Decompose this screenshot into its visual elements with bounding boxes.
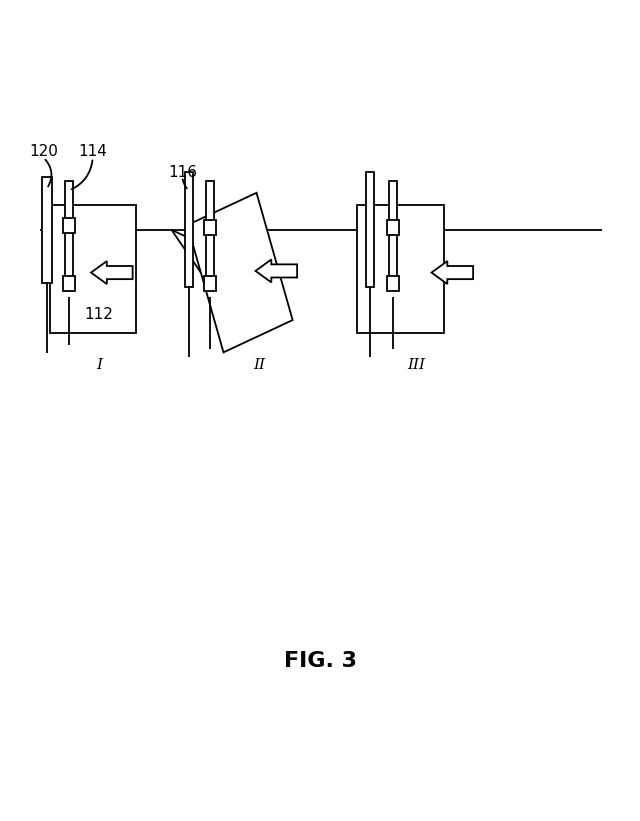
Polygon shape — [188, 193, 292, 352]
Bar — [387, 276, 399, 291]
Bar — [204, 276, 216, 291]
Text: 120: 120 — [29, 144, 58, 159]
Bar — [63, 276, 75, 291]
Text: I: I — [96, 358, 102, 373]
Bar — [366, 172, 374, 287]
Polygon shape — [255, 259, 297, 282]
Bar — [204, 220, 216, 235]
Bar — [185, 172, 193, 287]
Text: 114: 114 — [78, 144, 108, 159]
Polygon shape — [91, 261, 132, 284]
Text: III: III — [407, 358, 425, 373]
Text: II: II — [253, 358, 265, 373]
Bar — [65, 181, 73, 279]
Text: 112: 112 — [84, 307, 114, 322]
Text: FIG. 3: FIG. 3 — [284, 651, 356, 671]
Bar — [389, 181, 397, 279]
Text: 116: 116 — [168, 165, 197, 180]
Bar — [63, 218, 75, 233]
Bar — [206, 181, 214, 279]
Bar — [387, 220, 399, 235]
Polygon shape — [431, 261, 473, 284]
Bar — [50, 205, 136, 333]
Bar — [357, 205, 444, 333]
Bar — [42, 177, 52, 283]
